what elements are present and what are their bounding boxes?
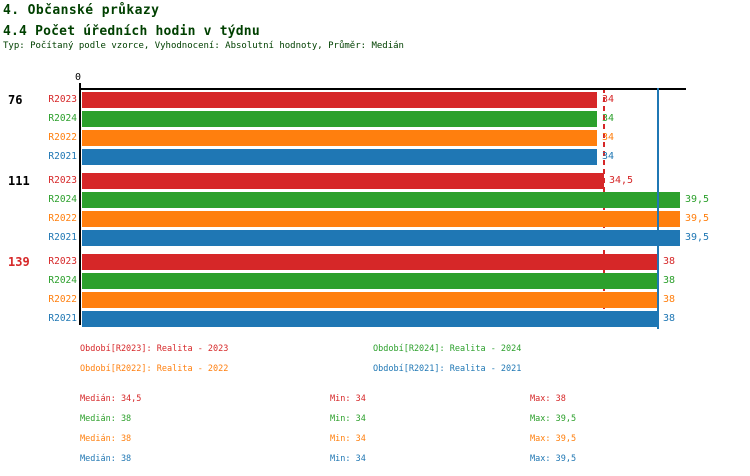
row-label-r2022: R2022 xyxy=(48,132,77,143)
bar-value-label: 38 xyxy=(663,256,676,267)
bar-r2023 xyxy=(82,254,658,270)
stat-max-label: Max: 38 xyxy=(530,394,566,404)
row-label-r2021: R2021 xyxy=(48,232,77,243)
bar-r2021 xyxy=(82,149,597,165)
legend-item: Období[R2024]: Realita - 2024 xyxy=(373,344,522,354)
bar-value-label: 38 xyxy=(663,275,676,286)
stat-median-label: Medián: 38 xyxy=(80,414,132,424)
row-label-r2024: R2024 xyxy=(48,113,77,124)
page-subtitle: 4.4 Počet úředních hodin v týdnu xyxy=(3,24,260,39)
bar-value-label: 38 xyxy=(663,313,676,324)
bar-r2024 xyxy=(82,192,680,208)
stat-max-label: Max: 39,5 xyxy=(530,454,577,464)
chart-meta-line: Typ: Počítaný podle vzorce, Vyhodnocení:… xyxy=(3,41,404,51)
bar-value-label: 34 xyxy=(602,151,615,162)
legend-item: Období[R2022]: Realita - 2022 xyxy=(80,364,229,374)
stat-min-label: Min: 34 xyxy=(330,414,366,424)
median-r2023-line xyxy=(603,88,605,329)
row-label-r2024: R2024 xyxy=(48,275,77,286)
stat-median-label: Medián: 38 xyxy=(80,434,132,444)
bar-value-label: 34 xyxy=(602,94,615,105)
bar-r2022 xyxy=(82,211,680,227)
bar-r2023 xyxy=(82,173,604,189)
bar-value-label: 39,5 xyxy=(685,194,710,205)
stat-max-label: Max: 39,5 xyxy=(530,434,577,444)
row-label-r2022: R2022 xyxy=(48,213,77,224)
median-r2021-line xyxy=(657,88,659,329)
bar-r2022 xyxy=(82,292,658,308)
row-label-r2023: R2023 xyxy=(48,94,77,105)
x-axis-zero-label: 0 xyxy=(75,72,82,83)
stat-median-label: Medián: 38 xyxy=(80,454,132,464)
bar-value-label: 39,5 xyxy=(685,232,710,243)
bar-value-label: 34 xyxy=(602,113,615,124)
group-label: 139 xyxy=(8,255,30,269)
stat-min-label: Min: 34 xyxy=(330,434,366,444)
x-axis-line xyxy=(80,88,686,90)
row-label-r2021: R2021 xyxy=(48,313,77,324)
stat-min-label: Min: 34 xyxy=(330,454,366,464)
legend-item: Období[R2023]: Realita - 2023 xyxy=(80,344,229,354)
bar-r2024 xyxy=(82,111,597,127)
row-label-r2024: R2024 xyxy=(48,194,77,205)
y-axis-line xyxy=(79,83,81,325)
stat-max-label: Max: 39,5 xyxy=(530,414,577,424)
group-label: 111 xyxy=(8,174,30,188)
bar-value-label: 38 xyxy=(663,294,676,305)
row-label-r2022: R2022 xyxy=(48,294,77,305)
row-label-r2021: R2021 xyxy=(48,151,77,162)
row-label-r2023: R2023 xyxy=(48,175,77,186)
bar-r2021 xyxy=(82,311,658,327)
bar-r2022 xyxy=(82,130,597,146)
group-label: 76 xyxy=(8,93,23,107)
stat-median-label: Medián: 34,5 xyxy=(80,394,142,404)
bar-r2023 xyxy=(82,92,597,108)
legend-item: Období[R2021]: Realita - 2021 xyxy=(373,364,522,374)
page-title: 4. Občanské průkazy xyxy=(3,3,160,18)
bar-value-label: 34 xyxy=(602,132,615,143)
bar-r2021 xyxy=(82,230,680,246)
bar-value-label: 39,5 xyxy=(685,213,710,224)
stat-min-label: Min: 34 xyxy=(330,394,366,404)
bar-r2024 xyxy=(82,273,658,289)
row-label-r2023: R2023 xyxy=(48,256,77,267)
bar-value-label: 34,5 xyxy=(609,175,634,186)
